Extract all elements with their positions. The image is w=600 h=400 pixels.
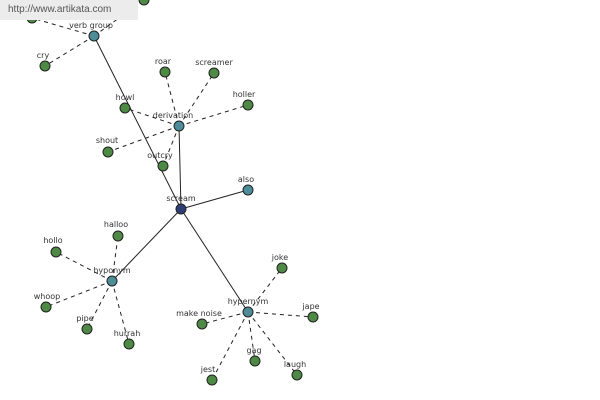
node-also[interactable] xyxy=(242,184,254,196)
edge-derivation-shout xyxy=(107,125,180,153)
edge-verb-group-vg-left xyxy=(31,17,95,37)
edge-hypernym-joke xyxy=(247,267,283,313)
node-label-verb-group: verb group xyxy=(69,21,113,30)
node-label-shout: shout xyxy=(96,136,118,145)
edge-derivation-howl xyxy=(124,107,180,127)
node-make-noise[interactable] xyxy=(196,318,208,330)
node-howl[interactable] xyxy=(119,102,131,114)
node-label-scream: scream xyxy=(166,194,196,203)
graph-nodes xyxy=(26,0,319,386)
node-derivation[interactable] xyxy=(173,120,185,132)
node-label-howl: howl xyxy=(116,93,135,102)
node-label-jape: jape xyxy=(301,302,319,311)
edge-hypernym-jape xyxy=(247,311,314,318)
graph-edges xyxy=(31,0,314,381)
edge-scream-also xyxy=(180,189,249,210)
edge-verb-group-cry xyxy=(44,35,95,67)
node-halloo[interactable] xyxy=(112,230,124,242)
node-hollo[interactable] xyxy=(50,246,62,258)
edge-hyponym-hurrah xyxy=(111,280,130,345)
edge-scream-hyponym xyxy=(111,208,182,282)
edge-hypernym-laugh xyxy=(247,311,298,376)
node-label-outcry: outcry xyxy=(147,151,173,160)
node-label-roar: roar xyxy=(155,57,172,66)
node-label-hypernym: hypernym xyxy=(228,297,269,306)
edge-hyponym-hollo xyxy=(55,251,113,282)
node-laugh[interactable] xyxy=(291,369,303,381)
edge-derivation-screamer xyxy=(178,72,215,127)
node-shout[interactable] xyxy=(102,146,114,158)
edge-scream-derivation xyxy=(178,125,182,210)
node-label-joke: joke xyxy=(271,253,288,262)
node-outcry[interactable] xyxy=(157,160,169,172)
node-label-jest: jest xyxy=(200,365,215,374)
node-joke[interactable] xyxy=(276,262,288,274)
node-screamer[interactable] xyxy=(208,67,220,79)
node-label-whoop: whoop xyxy=(34,292,60,301)
node-holler[interactable] xyxy=(242,99,254,111)
node-label-hyponym: hyponym xyxy=(93,266,131,275)
node-cry[interactable] xyxy=(39,60,51,72)
edge-derivation-roar xyxy=(164,71,180,127)
node-jest[interactable] xyxy=(206,374,218,386)
edge-hyponym-pipe xyxy=(86,280,113,330)
graph-labels: scream verb group derivation also hyponym hyp… xyxy=(34,21,320,374)
node-vg-top[interactable] xyxy=(138,0,150,6)
node-label-make-noise: make noise xyxy=(176,309,222,318)
node-label-screamer: screamer xyxy=(195,58,233,67)
node-label-also: also xyxy=(238,175,254,184)
node-label-cry: cry xyxy=(37,51,50,60)
node-hypernym[interactable] xyxy=(242,306,254,318)
node-whoop[interactable] xyxy=(40,301,52,313)
edge-hypernym-jest xyxy=(211,311,249,381)
edge-hypernym-gag xyxy=(247,311,256,362)
node-pipe[interactable] xyxy=(81,323,93,335)
node-label-hollo: hollo xyxy=(43,236,62,245)
node-label-pipe: pipe xyxy=(76,314,93,323)
node-verb-group[interactable] xyxy=(88,30,100,42)
edge-hyponym-whoop xyxy=(45,280,113,308)
node-label-laugh: laugh xyxy=(284,360,306,369)
node-scream[interactable] xyxy=(175,203,187,215)
edge-derivation-outcry xyxy=(162,125,180,167)
node-hyponym[interactable] xyxy=(106,275,118,287)
node-jape[interactable] xyxy=(307,311,319,323)
node-label-holler: holler xyxy=(233,90,256,99)
node-label-hurrah: hurrah xyxy=(114,329,141,338)
node-gag[interactable] xyxy=(249,355,261,367)
node-label-gag: gag xyxy=(246,346,261,355)
node-label-halloo: halloo xyxy=(104,220,128,229)
edge-scream-hypernym xyxy=(180,208,249,313)
edge-scream-verb-group xyxy=(93,35,182,210)
node-hurrah[interactable] xyxy=(123,338,135,350)
node-roar[interactable] xyxy=(159,66,171,78)
watermark-url: http://www.artikata.com xyxy=(0,0,138,20)
node-label-derivation: derivation xyxy=(153,111,193,120)
